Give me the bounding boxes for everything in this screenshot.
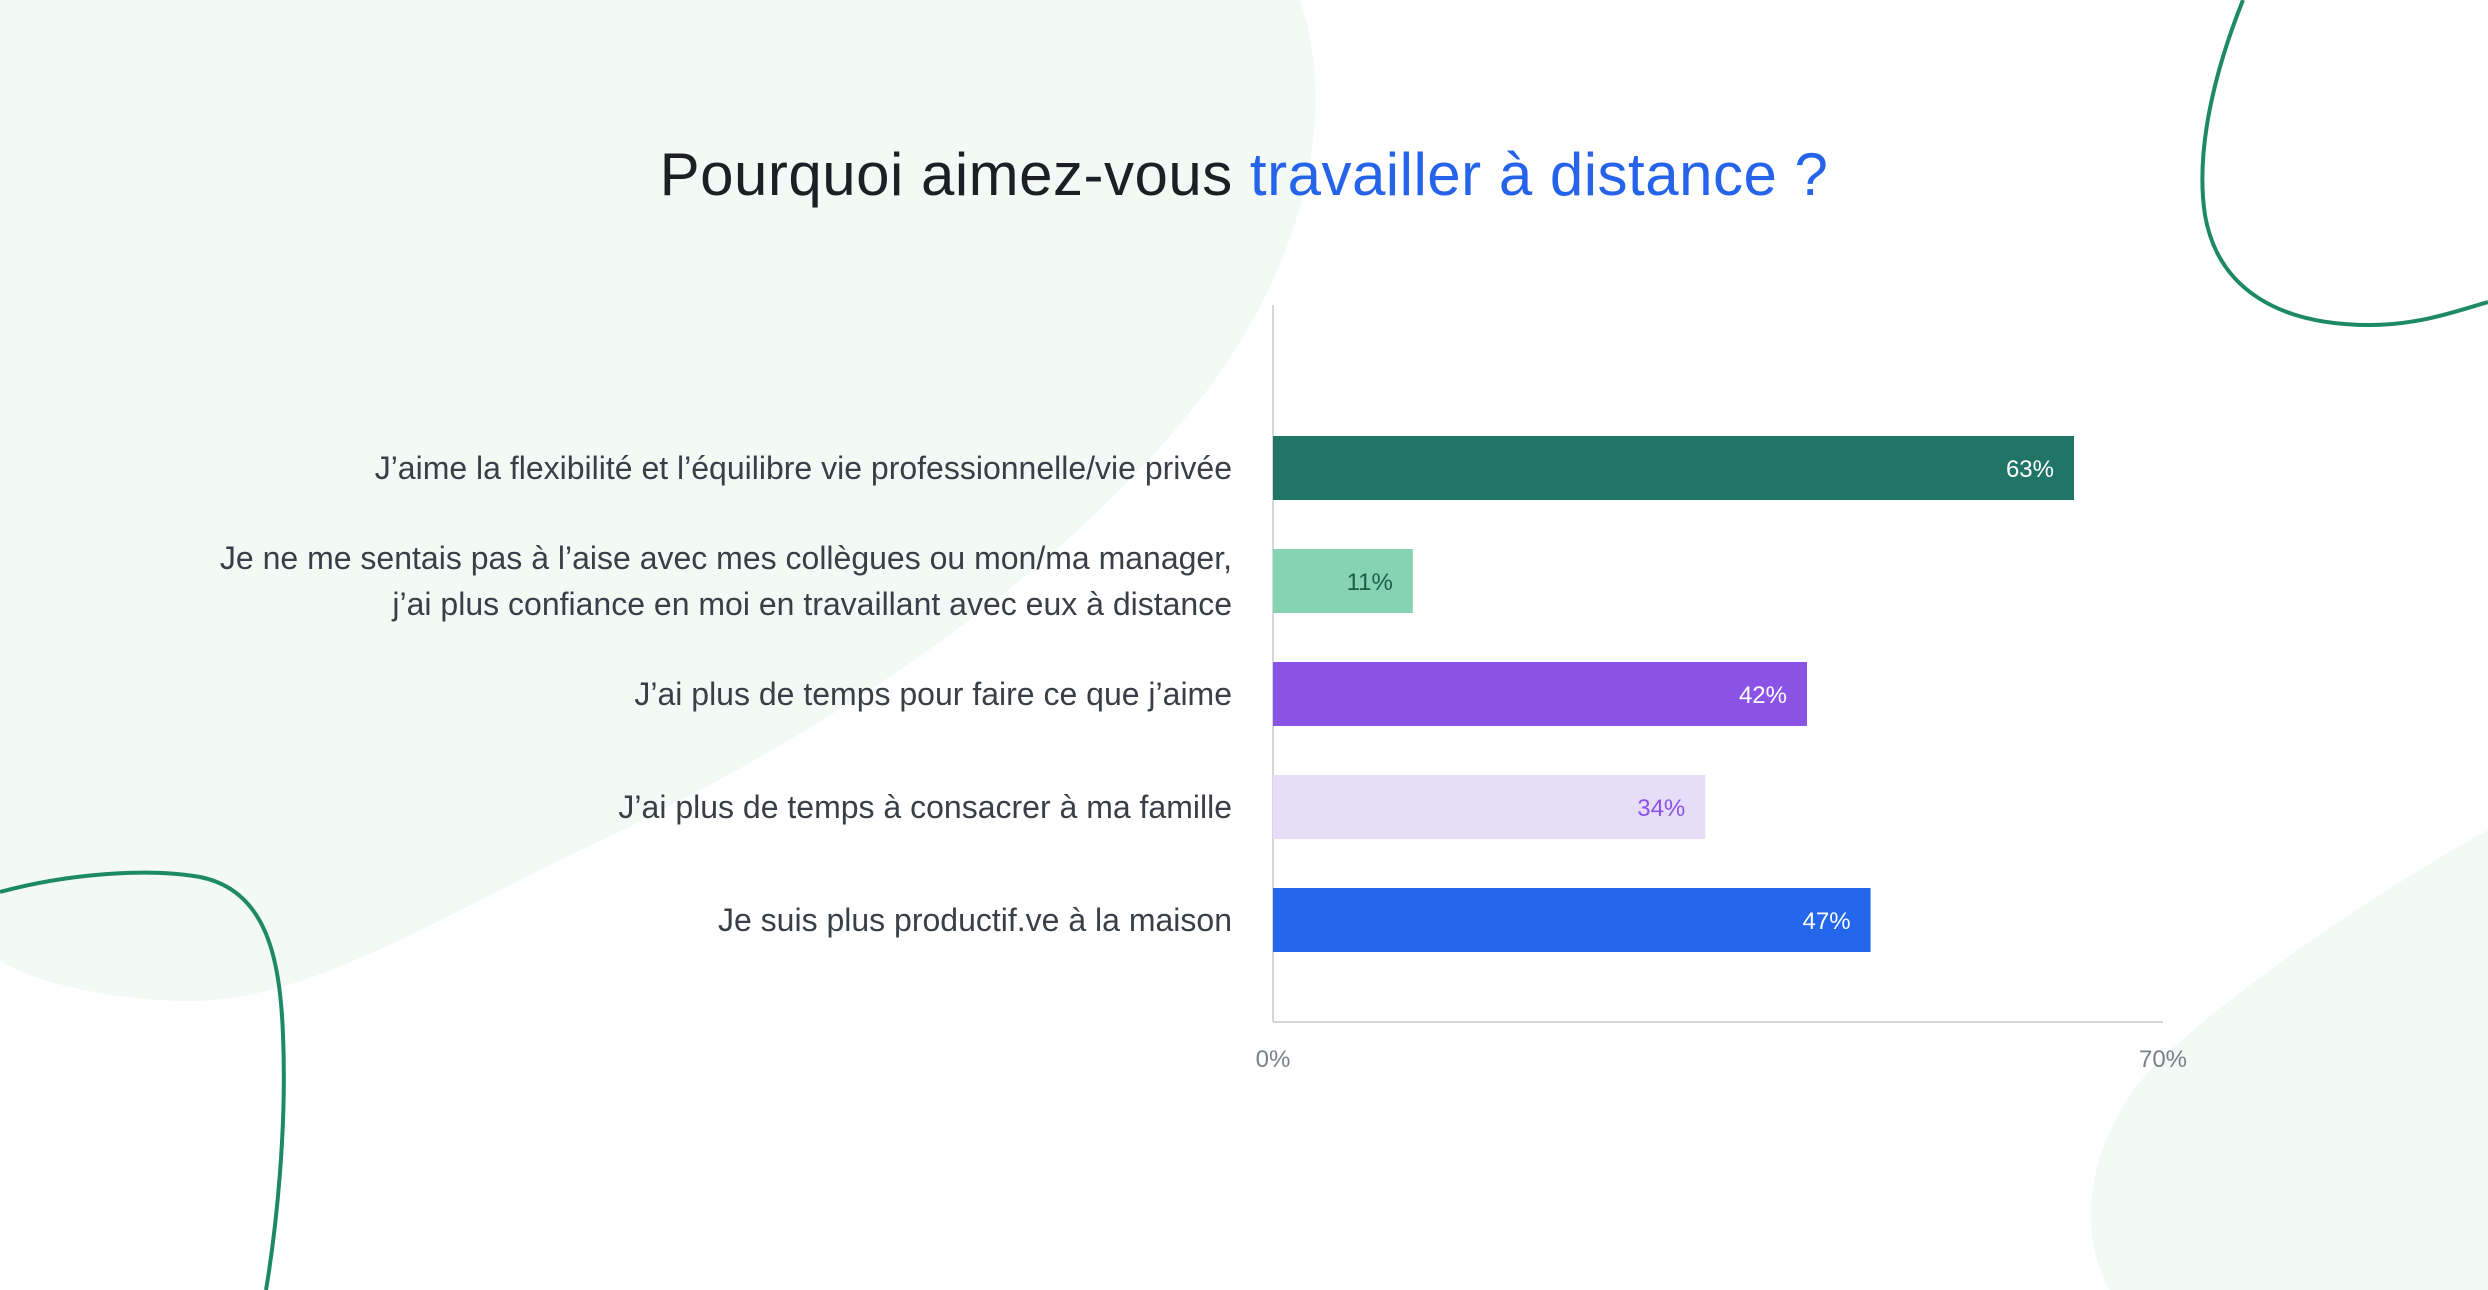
- bar-value-label-4: 34%: [1637, 795, 1685, 822]
- page-title: Pourquoi aimez-vous travailler à distanc…: [0, 140, 2488, 209]
- x-tick-label-2: 70%: [2139, 1046, 2187, 1073]
- category-label-line: J’ai plus de temps pour faire ce que j’a…: [634, 676, 1232, 712]
- bar-value-label-5: 47%: [1803, 908, 1851, 935]
- category-label-line: Je ne me sentais pas à l’aise avec mes c…: [219, 540, 1232, 576]
- bar-2: [1273, 549, 1413, 613]
- decor-curve-bottom-left: [0, 870, 286, 1290]
- decor-curve-top-right: [2200, 0, 2488, 328]
- category-label-line: J’aime la flexibilité et l’équilibre vie…: [374, 450, 1232, 486]
- category-label-line: J’ai plus de temps à consacrer à ma fami…: [618, 789, 1232, 825]
- x-tick-label-1: 0%: [1256, 1046, 1291, 1073]
- background-blob-large: [0, 0, 1316, 1002]
- category-label-line: j’ai plus confiance en moi en travaillan…: [392, 586, 1232, 622]
- bar-4: [1273, 775, 1706, 839]
- category-label-4: J’ai plus de temps à consacrer à ma fami…: [32, 784, 1232, 830]
- category-label-2: Je ne me sentais pas à l’aise avec mes c…: [32, 535, 1232, 627]
- bar-1: [1273, 436, 2074, 500]
- title-text: Pourquoi aimez-vous: [659, 141, 1250, 208]
- title-accent-text: travailler à distance ?: [1249, 141, 1829, 208]
- category-label-5: Je suis plus productif.ve à la maison: [32, 897, 1232, 943]
- bar-value-label-2: 11%: [1347, 569, 1393, 596]
- bar-value-label-1: 63%: [2006, 456, 2054, 483]
- category-label-1: J’aime la flexibilité et l’équilibre vie…: [32, 445, 1232, 491]
- category-label-line: Je suis plus productif.ve à la maison: [717, 902, 1232, 938]
- bar-3: [1273, 662, 1807, 726]
- category-label-3: J’ai plus de temps pour faire ce que j’a…: [32, 671, 1232, 717]
- bar-value-label-3: 42%: [1739, 682, 1787, 709]
- bar-5: [1273, 888, 1871, 952]
- background-blob-corner: [2090, 830, 2488, 1290]
